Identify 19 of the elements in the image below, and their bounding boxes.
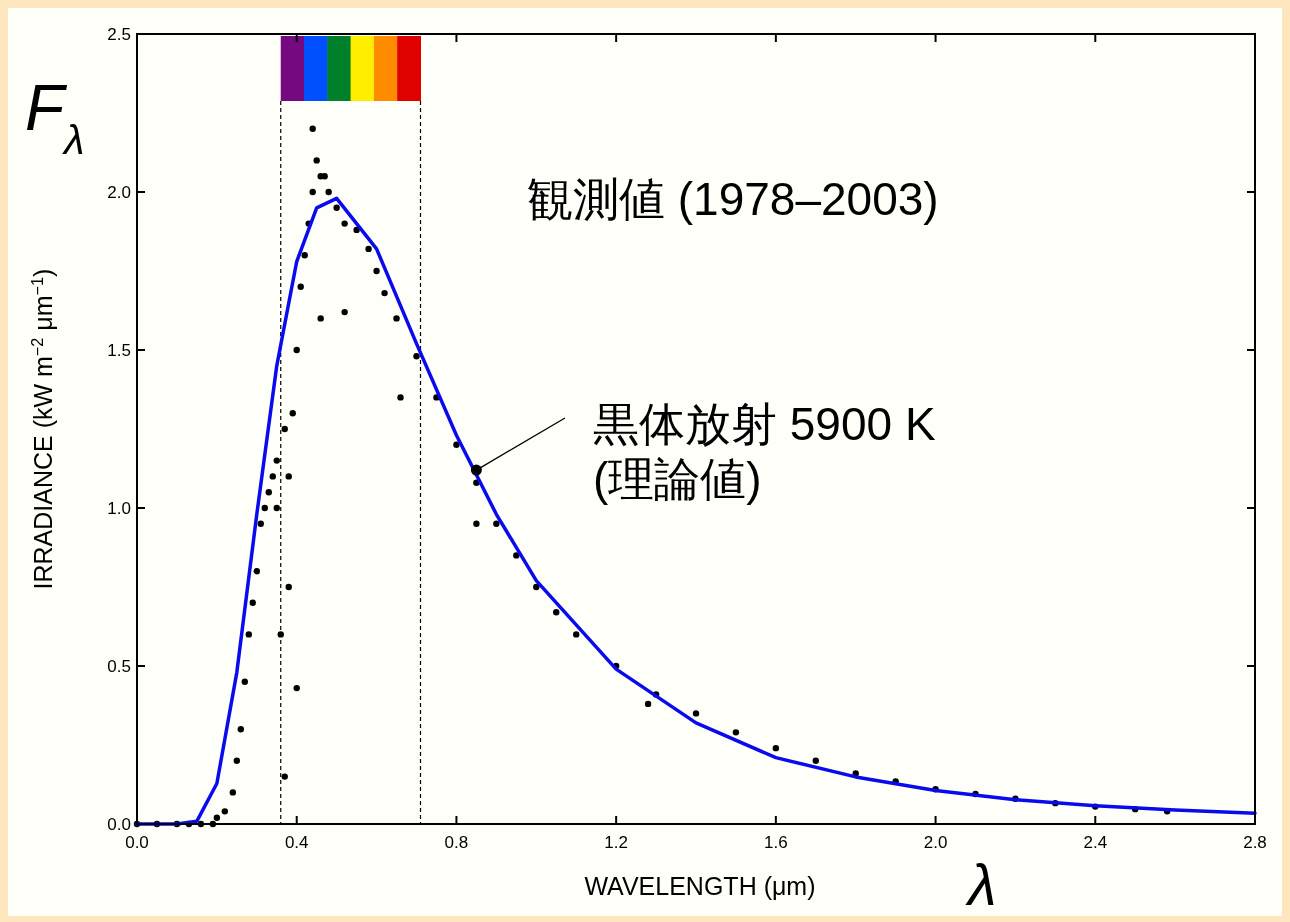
x-tick-label: 2.4 — [1083, 833, 1108, 852]
x-tick-label: 0.4 — [284, 833, 309, 852]
annotation: 黒体放射 5900 K (理論値) — [593, 398, 936, 506]
x-tick-label: 0.8 — [444, 833, 469, 852]
y-tick-label: 1.5 — [107, 341, 131, 360]
x-axis-title: WAVELENGTH (μm) — [584, 872, 816, 900]
x-tick-label: 0.0 — [125, 833, 149, 852]
x-tick-label: 1.2 — [604, 833, 628, 852]
y-tick-label: 0.5 — [107, 657, 131, 676]
x-tick-label: 2.8 — [1243, 833, 1267, 852]
x-tick-label: 1.6 — [764, 833, 788, 852]
text: F$_{λ}$ — [25, 72, 85, 163]
y-tick-label: 1.0 — [107, 499, 131, 518]
y-tick-label: 2.5 — [107, 25, 131, 44]
text: λ — [965, 852, 997, 917]
x-tick-label: 2.0 — [923, 833, 948, 852]
annotation: 観測値 (1978–2003) — [527, 173, 939, 225]
y-tick-label: 2.0 — [107, 183, 131, 202]
y-tick-label: 0.0 — [107, 815, 131, 834]
